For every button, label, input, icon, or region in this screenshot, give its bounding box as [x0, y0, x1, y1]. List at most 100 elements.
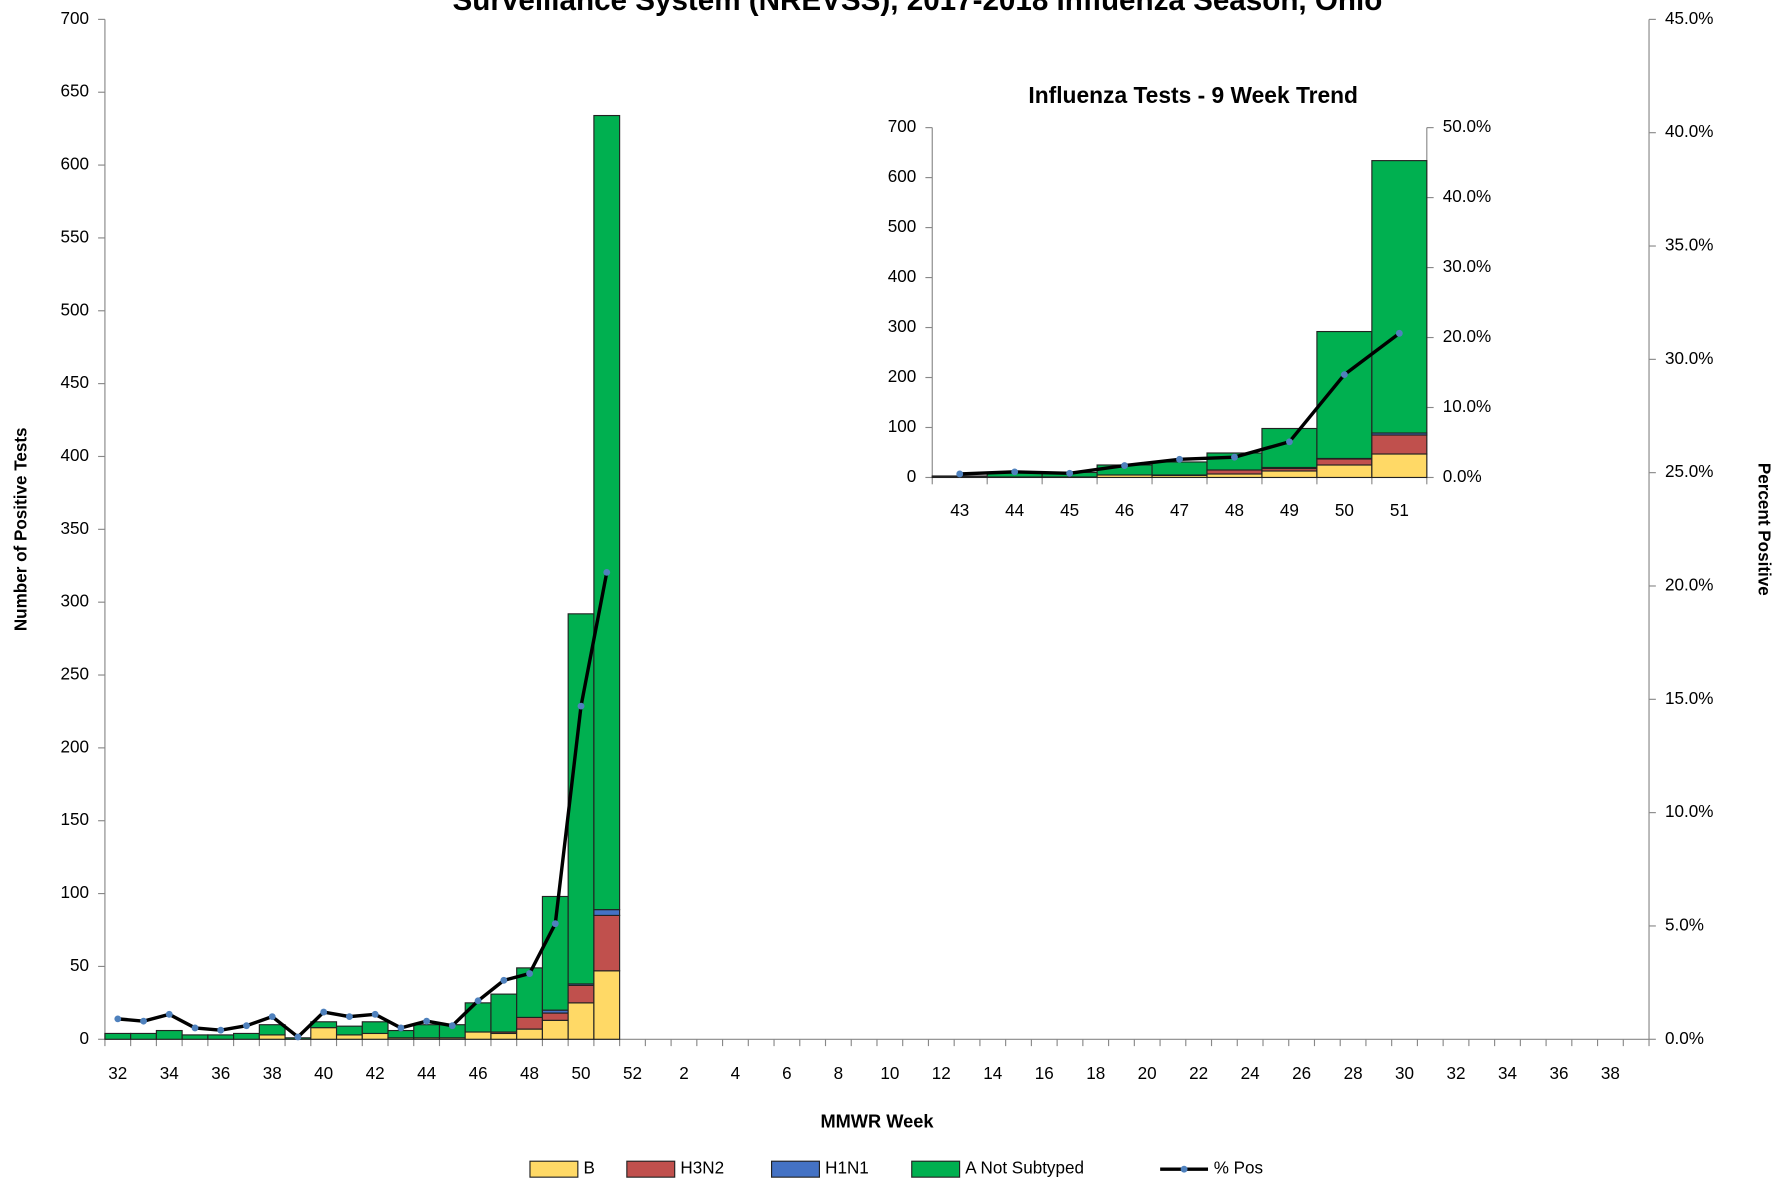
y-axis-title: Number of Positive Tests	[11, 427, 30, 631]
line-marker	[217, 1026, 225, 1034]
line-marker	[1011, 468, 1019, 476]
bar-segment	[1371, 453, 1428, 479]
x-tick-label: 18	[1086, 1064, 1105, 1083]
x-tick-label: 51	[1390, 501, 1409, 520]
y2-tick-label: 35.0%	[1665, 236, 1713, 255]
line-marker	[345, 1013, 353, 1021]
bar-segment	[130, 1032, 157, 1040]
line-marker	[1286, 438, 1293, 446]
line-marker	[165, 1010, 173, 1018]
bar-segment	[567, 1002, 595, 1040]
bar-segment	[1206, 469, 1263, 475]
bar-segment	[361, 1021, 389, 1035]
line-marker	[243, 1022, 250, 1030]
x-tick-label: 45	[1060, 501, 1079, 520]
y-tick-label: 650	[60, 82, 89, 101]
line-marker	[1066, 469, 1074, 477]
bar-segment	[387, 1029, 415, 1039]
legend-label: B	[584, 1159, 595, 1178]
y-tick-label: 200	[888, 367, 917, 386]
y-tick-label: 0	[907, 467, 916, 486]
y2-tick-label: 30.0%	[1443, 257, 1491, 276]
bar-segment	[1151, 461, 1208, 476]
legend-swatch	[911, 1160, 961, 1178]
y2-axis-title: Percent Positive	[1754, 463, 1773, 596]
line-marker	[603, 568, 611, 576]
line-marker	[526, 970, 533, 977]
y-tick-label: 700	[60, 9, 89, 28]
bar-segment	[593, 909, 621, 917]
bar-segment	[155, 1029, 183, 1040]
x-axis-title: MMWR Week	[820, 1110, 934, 1131]
x-tick-label: 28	[1344, 1064, 1363, 1083]
bar-segment	[593, 114, 621, 911]
line-marker	[268, 1013, 276, 1021]
bar-segment	[361, 1032, 389, 1040]
x-tick-label: 24	[1241, 1064, 1260, 1083]
x-tick-label: 48	[1225, 501, 1244, 520]
legend-swatch	[529, 1160, 579, 1178]
line-marker	[140, 1017, 147, 1025]
y-tick-label: 100	[888, 417, 917, 436]
legend-label: A Not Subtyped	[965, 1159, 1084, 1178]
y2-tick-label: 40.0%	[1665, 122, 1713, 141]
x-tick-label: 50	[1335, 501, 1354, 520]
bar-segment	[233, 1032, 260, 1040]
x-tick-label: 42	[366, 1064, 385, 1083]
bar-segment	[541, 1019, 569, 1040]
x-tick-label: 52	[623, 1064, 642, 1083]
line-series	[117, 572, 609, 1040]
x-tick-label: 50	[572, 1064, 591, 1083]
y2-tick-label: 45.0%	[1665, 9, 1713, 28]
legend-swatch	[626, 1160, 676, 1178]
y2-tick-label: 25.0%	[1665, 462, 1713, 481]
y-tick-label: 250	[60, 665, 89, 684]
y-tick-label: 550	[60, 227, 89, 246]
y-tick-label: 200	[60, 737, 89, 756]
bar-segment	[335, 1034, 363, 1040]
x-tick-label: 2	[679, 1064, 688, 1083]
line-marker	[114, 1015, 122, 1023]
y-tick-label: 450	[60, 373, 89, 392]
y-tick-label: 100	[60, 883, 89, 902]
bar-segment	[1371, 434, 1428, 455]
bar-segment	[593, 914, 621, 972]
bar-segment	[1261, 470, 1318, 479]
y2-tick-label: 40.0%	[1443, 187, 1491, 206]
y-tick-label: 600	[60, 155, 89, 174]
x-tick-label: 48	[520, 1064, 539, 1083]
line-marker	[500, 976, 508, 984]
bar-segment	[567, 613, 595, 985]
x-tick-label: 46	[1115, 501, 1134, 520]
x-tick-label: 40	[314, 1064, 333, 1083]
legend-label: H1N1	[825, 1159, 869, 1178]
line-marker	[320, 1008, 328, 1016]
y-tick-label: 50	[70, 956, 89, 975]
x-tick-label: 30	[1395, 1064, 1414, 1083]
bar-segment	[1316, 330, 1373, 460]
bar-segment	[516, 1016, 543, 1030]
bar-segment	[541, 1012, 569, 1021]
line-marker	[397, 1024, 405, 1032]
y2-tick-label: 50.0%	[1443, 117, 1491, 136]
y2-tick-label: 0.0%	[1665, 1029, 1704, 1048]
bar-segment	[490, 993, 518, 1033]
y-tick-label: 500	[888, 217, 917, 236]
bar-segment	[258, 1034, 286, 1040]
x-tick-label: 8	[834, 1064, 844, 1083]
y-tick-label: 700	[888, 117, 917, 136]
x-tick-label: 36	[1549, 1064, 1568, 1083]
y-tick-label: 350	[60, 519, 89, 538]
y-tick-label: 400	[60, 446, 89, 465]
bar-segment	[181, 1034, 209, 1040]
x-tick-label: 43	[950, 501, 969, 520]
x-tick-label: 10	[880, 1064, 899, 1083]
chart-title: Influenza Tests - 9 Week Trend	[1028, 82, 1358, 108]
line-marker	[371, 1010, 379, 1018]
x-tick-label: 38	[1601, 1064, 1620, 1083]
y2-tick-label: 0.0%	[1443, 467, 1482, 486]
legend-swatch	[770, 1160, 820, 1178]
line-marker	[423, 1017, 431, 1025]
